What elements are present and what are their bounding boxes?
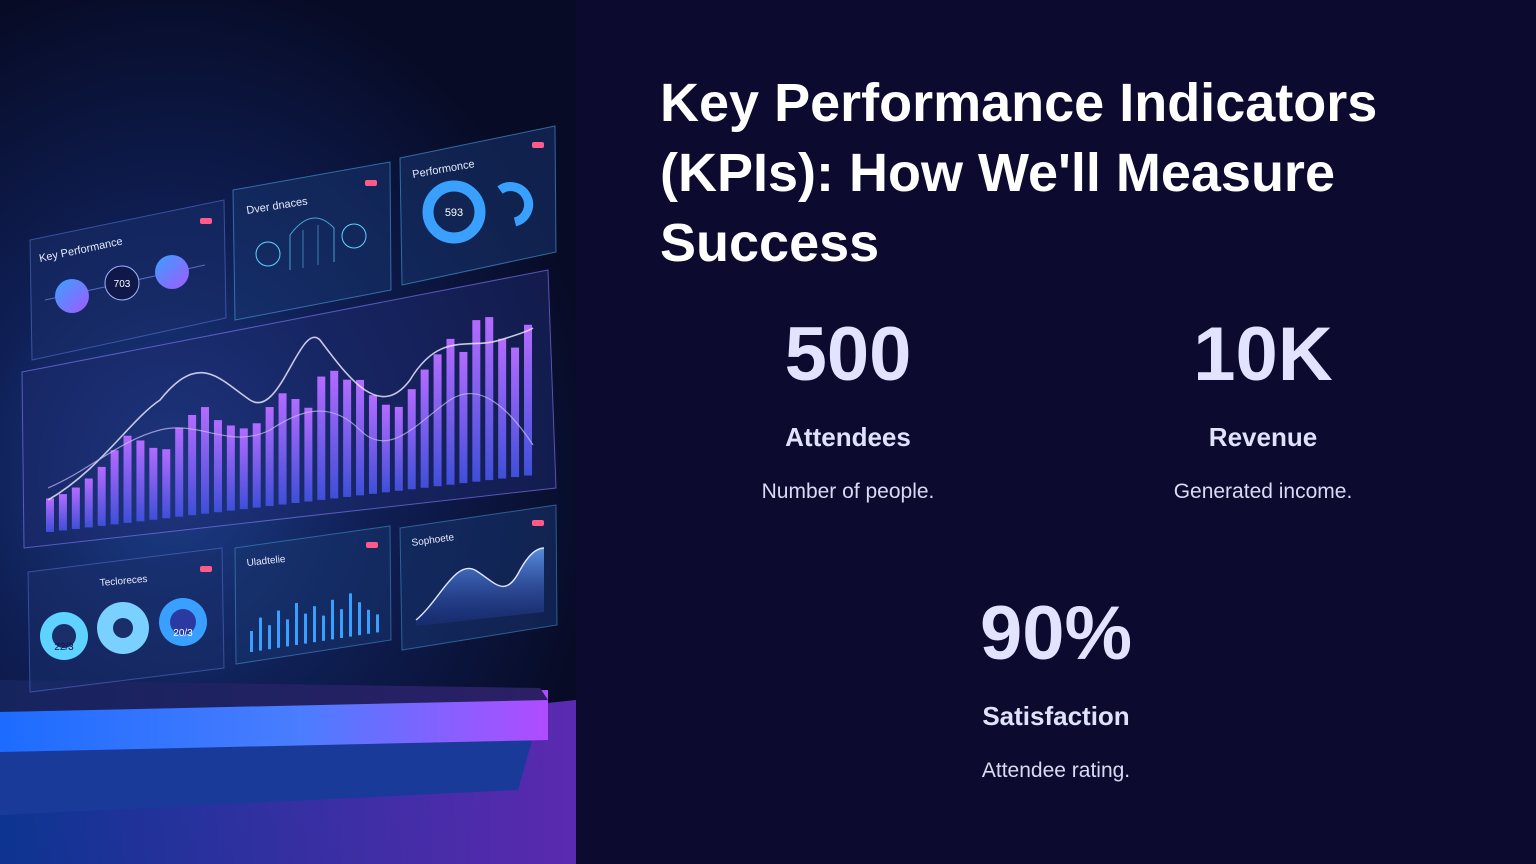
mini-chart-bar (295, 603, 298, 645)
chart-bar (291, 399, 300, 503)
panel-techniques: Tecloreces 22/3 20/3 (27, 547, 225, 693)
mini-chart-bar (259, 617, 262, 651)
donut-chart (55, 279, 89, 313)
donut-value: 20/3 (173, 628, 193, 639)
chart-bar (58, 494, 67, 531)
kpi-description: Number of people. (761, 480, 935, 503)
dashboard-illustration-graphic: Key Performance 703 Dver dnaces Performo… (0, 125, 576, 864)
mini-chart-bar (340, 609, 343, 638)
mini-chart-bar (349, 593, 352, 637)
kpi-label: Satisfaction (982, 701, 1130, 731)
kpi-description: Attendee rating. (981, 759, 1131, 782)
chart-bar (162, 449, 171, 519)
chart-bar (84, 478, 93, 528)
chart-bar (201, 407, 210, 514)
chart-bar (97, 466, 106, 526)
slide-title: Key Performance Indicators (KPIs): How W… (660, 73, 1378, 273)
mini-chart-bar (286, 619, 289, 647)
mini-chart-bar (313, 606, 316, 643)
chart-bar (71, 487, 80, 529)
chart-bar (265, 407, 274, 507)
chart-bar (252, 423, 261, 508)
mini-chart-bar (376, 614, 379, 633)
panel-main-chart (21, 269, 557, 549)
chart-bar (459, 351, 468, 484)
chart-bar (330, 370, 339, 499)
mini-chart-bar (250, 631, 253, 652)
platform-top (0, 680, 548, 712)
kpi-content: Key Performance Indicators (KPIs): How W… (576, 0, 1536, 864)
kpi-value: 90% (979, 591, 1133, 676)
chart-bar (226, 425, 235, 511)
chart-bar (304, 407, 313, 502)
chart-bar (381, 404, 390, 493)
panel-title: Uladtelie (246, 554, 286, 569)
kpi-revenue: 10K Revenue Generated income. (1093, 310, 1433, 504)
chart-bar (433, 354, 442, 487)
chart-bar (188, 414, 197, 516)
mini-bar-series (250, 593, 379, 652)
donut-value: 593 (445, 207, 463, 219)
chart-bar (356, 379, 365, 496)
mini-chart-bar (268, 625, 271, 650)
chart-bar (446, 338, 455, 485)
area-chart (416, 548, 544, 626)
panel-performance: Performonce 593 (399, 125, 557, 286)
panel-uladtelie: Uladtelie (234, 525, 392, 665)
chart-bar (420, 369, 429, 488)
chart-bar (394, 406, 403, 491)
chart-bar (472, 320, 481, 482)
kpi-value: 10K (1193, 312, 1333, 397)
chart-bar (278, 393, 287, 505)
panel-key-performance: Key Performance 703 (29, 199, 227, 361)
chart-bar (524, 324, 532, 476)
chart-bar (175, 427, 184, 517)
chart-bar (149, 447, 158, 520)
trend-line-secondary (47, 393, 534, 489)
chart-bar (239, 428, 248, 510)
mini-chart-bar (304, 613, 307, 644)
platform-base (0, 730, 535, 815)
kpi-value: 500 (784, 312, 912, 397)
dashboard-illustration: Key Performance 703 Dver dnaces Performo… (0, 0, 576, 864)
kpi-description: Generated income. (1173, 480, 1353, 503)
panel-overview: Dver dnaces (232, 161, 392, 321)
chart-bar (317, 376, 326, 500)
kpi-attendees: 500 Attendees Number of people. (678, 310, 1018, 504)
chart-bar (123, 435, 132, 523)
chart-bar (110, 450, 119, 525)
chart-bar (136, 440, 145, 522)
panel-sophoete: Sophoete (399, 504, 558, 651)
mini-chart-bar (358, 602, 361, 636)
chart-bar (407, 389, 416, 490)
donut-value: 22/3 (54, 642, 74, 653)
mini-chart-bar (277, 610, 280, 648)
panel-title: Tecloreces (99, 574, 148, 589)
kpi-label: Attendees (785, 422, 911, 452)
mini-chart-bar (367, 609, 370, 634)
donut-value: 703 (114, 279, 131, 290)
chart-bar (343, 379, 352, 497)
kpi-label: Revenue (1208, 422, 1318, 452)
chart-bar (213, 420, 222, 513)
chart-bar (368, 395, 377, 494)
chart-bar (46, 498, 54, 532)
trend-line (47, 327, 534, 501)
mini-chart-bar (322, 615, 325, 641)
kpi-satisfaction: 90% Satisfaction Attendee rating. (886, 589, 1226, 783)
chart-bar (511, 347, 520, 478)
mini-chart-bar (331, 599, 334, 640)
